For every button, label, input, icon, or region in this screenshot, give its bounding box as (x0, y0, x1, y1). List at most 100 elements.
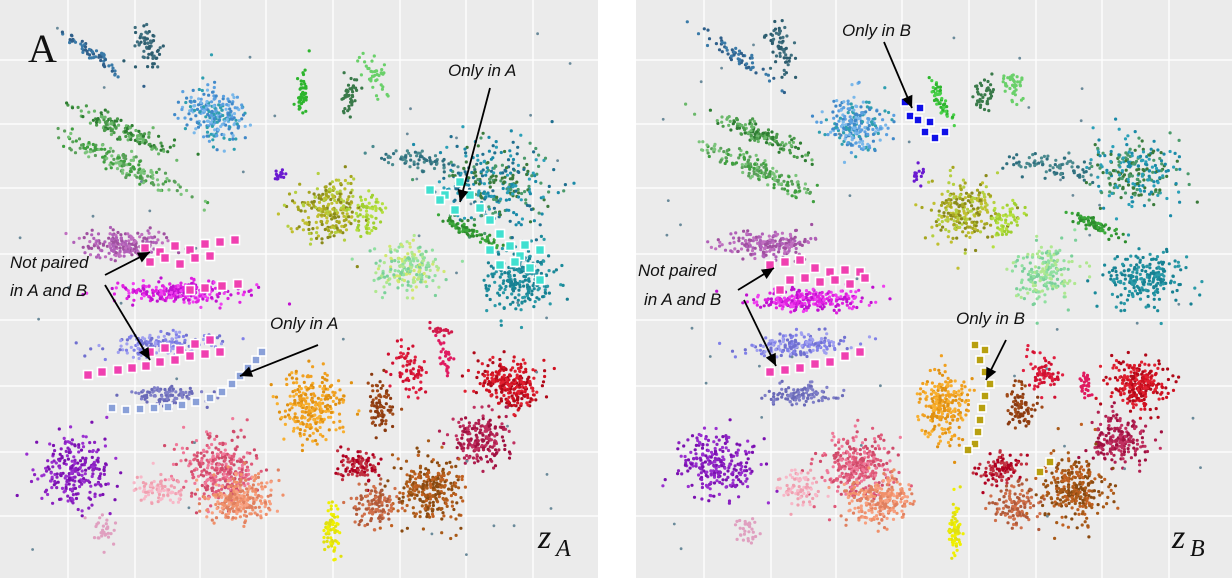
scatter-point (132, 481, 136, 485)
scatter-point (510, 192, 515, 196)
scatter-point (287, 302, 292, 306)
scatter-point (500, 422, 504, 426)
scatter-point (499, 381, 503, 385)
scatter-point (449, 481, 453, 485)
scatter-point (109, 166, 113, 170)
scatter-point (216, 396, 220, 400)
scatter-point (223, 499, 227, 503)
scatter-point (144, 292, 149, 296)
scatter-point (313, 413, 317, 417)
scatter-point (516, 362, 520, 366)
scatter-point (236, 500, 240, 504)
scatter-point (141, 286, 145, 290)
scatter-point (436, 266, 440, 270)
scatter-point (406, 494, 410, 498)
scatter-point (539, 234, 544, 238)
scatter-point (179, 488, 183, 492)
scatter-point (391, 424, 395, 429)
scatter-point (342, 238, 347, 242)
scatter-point (184, 458, 188, 462)
scatter-point (491, 156, 495, 160)
scatter-point (297, 107, 301, 111)
scatter-point (278, 173, 282, 177)
scatter-point (377, 264, 381, 268)
scatter-point (184, 479, 188, 483)
scatter-point (370, 384, 374, 388)
scatter-point (49, 471, 53, 475)
scatter-point (364, 451, 368, 455)
scatter-point (547, 269, 551, 273)
scatter-point (437, 180, 441, 184)
scatter-point (485, 435, 489, 439)
scatter-point (423, 280, 428, 284)
scatter-point (215, 434, 219, 438)
scatter-point (177, 497, 181, 501)
scatter-point (366, 473, 370, 477)
scatter-point (518, 285, 522, 289)
scatter-point (437, 285, 441, 289)
scatter-point (212, 97, 216, 101)
scatter-point (449, 160, 453, 164)
scatter-point (489, 430, 493, 435)
scatter-point (103, 108, 107, 112)
scatter-point (247, 472, 251, 476)
scatter-point (176, 183, 181, 187)
scatter-point (179, 284, 183, 288)
scatter-point (160, 144, 164, 148)
scatter-point (172, 344, 176, 348)
scatter-point (297, 390, 302, 394)
scatter-point (205, 405, 209, 409)
scatter-point (393, 269, 397, 273)
scatter-point (359, 195, 363, 199)
scatter-point (417, 249, 421, 253)
scatter-point (104, 167, 108, 171)
scatter-point (428, 492, 432, 496)
scatter-point (376, 267, 380, 271)
scatter-point (453, 174, 457, 178)
scatter-point (377, 473, 381, 477)
scatter-point (98, 120, 102, 124)
scatter-point (51, 443, 56, 448)
scatter-point (485, 170, 489, 174)
scatter-point (517, 293, 521, 297)
scatter-point (49, 479, 53, 483)
scatter-point (235, 95, 239, 99)
scatter-point (117, 156, 121, 160)
scatter-point (349, 496, 353, 500)
scatter-point (57, 136, 61, 140)
scatter-point (273, 177, 277, 181)
scatter-point (166, 493, 170, 497)
scatter-point (121, 285, 125, 289)
scatter-point (247, 289, 251, 293)
scatter-point (450, 487, 454, 491)
scatter-point (194, 511, 199, 515)
scatter-point (370, 215, 374, 219)
scatter-point (500, 387, 504, 391)
scatter-point (105, 156, 109, 160)
scatter-point (380, 87, 384, 91)
scatter-point (111, 66, 115, 70)
scatter-point (215, 452, 219, 456)
scatter-point (197, 97, 201, 101)
scatter-point (370, 229, 374, 233)
scatter-point (244, 473, 248, 477)
scatter-point (481, 191, 485, 195)
scatter-point (454, 517, 458, 521)
scatter-point (374, 436, 378, 440)
scatter-point (63, 489, 67, 493)
scatter-point (155, 56, 159, 60)
scatter-point (476, 158, 480, 162)
scatter-point (294, 190, 298, 194)
scatter-point (196, 451, 200, 455)
scatter-point (102, 465, 106, 469)
scatter-point (144, 494, 148, 498)
scatter-point (442, 186, 446, 190)
scatter-point (190, 282, 194, 286)
scatter-point (349, 215, 354, 219)
scatter-point (245, 505, 249, 510)
scatter-point (347, 104, 351, 108)
scatter-point (204, 115, 208, 119)
scatter-point (215, 336, 219, 340)
scatter-point (258, 499, 263, 503)
scatter-point (424, 249, 428, 253)
